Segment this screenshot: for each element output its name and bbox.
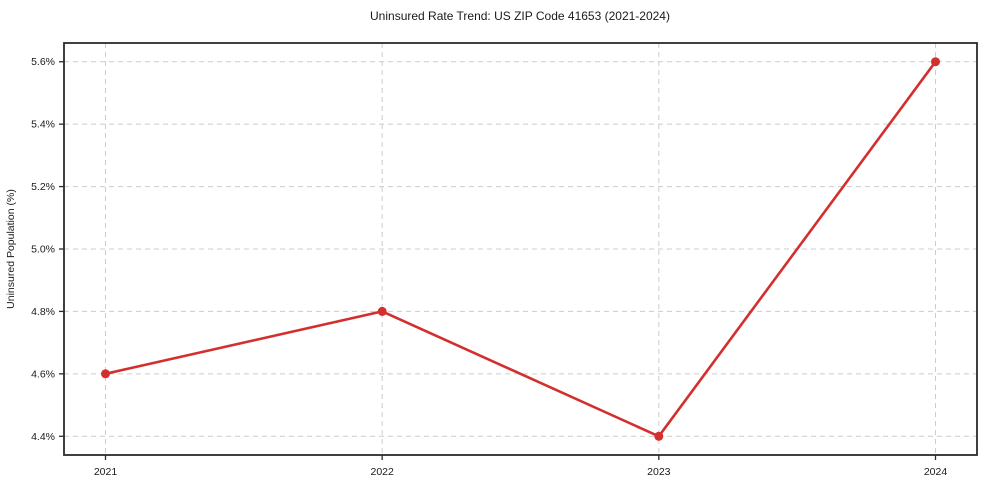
y-tick-label: 4.6% xyxy=(31,368,55,380)
axis-layer: 2021 2022 2023 2024 4.4% 4.6% 4.8% 5.0% 5.2% 5.4%… xyxy=(31,42,978,478)
x-tick-label: 2021 xyxy=(94,466,118,478)
y-tick-label: 4.8% xyxy=(31,306,55,318)
y-tick-label: 5.6% xyxy=(31,56,55,68)
data-layer xyxy=(101,57,940,441)
data-point-marker xyxy=(101,369,110,379)
x-tick-label: 2022 xyxy=(370,466,394,478)
trend-line xyxy=(104,60,937,438)
x-tick-label: 2023 xyxy=(647,466,671,478)
y-axis-label: Uninsured Population (%) xyxy=(5,189,17,309)
y-tick-label: 4.4% xyxy=(31,431,55,443)
x-tick-label: 2024 xyxy=(924,466,948,478)
grid-layer xyxy=(64,43,977,455)
chart-title: Uninsured Rate Trend: US ZIP Code 41653 … xyxy=(370,9,670,23)
y-tick-label: 5.4% xyxy=(31,119,55,131)
data-point-marker xyxy=(931,57,940,67)
data-point-marker xyxy=(377,306,387,316)
y-tick-label: 5.0% xyxy=(31,244,55,256)
y-tick-label: 5.2% xyxy=(31,181,55,193)
data-point-marker xyxy=(654,431,664,441)
